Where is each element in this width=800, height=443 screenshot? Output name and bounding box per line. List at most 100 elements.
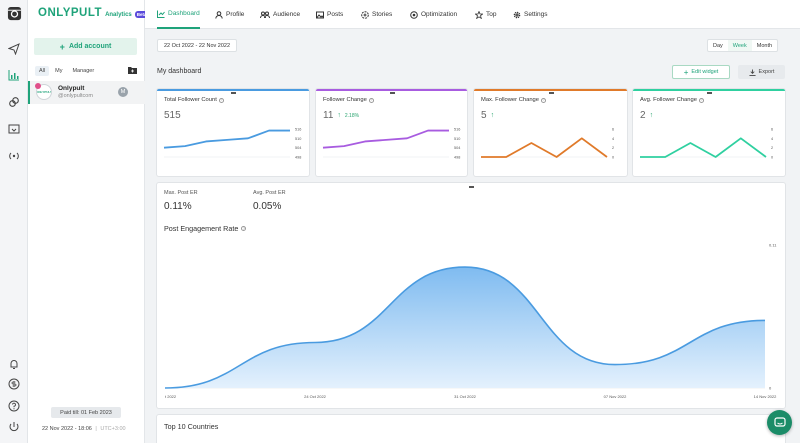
export-button[interactable]: Export — [738, 65, 785, 79]
filter-all[interactable]: All — [35, 66, 50, 76]
x-tick-label: 07 Nov 2022 — [604, 394, 627, 399]
y-tick-label: 2 — [612, 146, 614, 150]
tab-dashboard[interactable]: Dashboard — [157, 0, 200, 29]
widget-color-bar — [474, 89, 627, 91]
drag-handle-icon[interactable] — [548, 92, 554, 94]
sparkline-series — [322, 129, 449, 149]
edit-widget-button[interactable]: + Edit widget — [672, 65, 730, 79]
countries-title: Top 10 Countries — [164, 422, 219, 431]
sparkline-series — [163, 129, 290, 149]
avg-post-er-value: 0.05% — [253, 201, 282, 212]
tab-audience[interactable]: Audience — [260, 0, 300, 29]
period-month[interactable]: Month — [756, 42, 773, 49]
account-list-item[interactable]: ONLYPULT Onlypult @onlypultcom M — [28, 81, 145, 104]
link-icon[interactable] — [7, 95, 21, 109]
y-tick-label: 4 — [612, 137, 614, 141]
widget-color-bar — [633, 89, 785, 91]
help-icon[interactable] — [7, 399, 21, 413]
folder-add-icon[interactable] — [128, 66, 137, 74]
tab-settings[interactable]: Settings — [513, 0, 548, 29]
x-tick-label: t 2022 — [165, 394, 177, 399]
account-sidebar: ONLYPULT Analytics Beta + Add account Al… — [28, 0, 149, 443]
date-range-picker[interactable]: 22 Oct 2022 - 22 Nov 2022 — [157, 39, 237, 52]
period-day[interactable]: Day — [713, 42, 723, 49]
widget-value: 11 ↑ 2.18% — [323, 110, 359, 121]
help-icon[interactable]: ? — [368, 97, 374, 103]
widget-value: 5 ↑ — [481, 110, 494, 121]
inbox-icon[interactable] — [7, 122, 21, 136]
tab-dashboard-label: Dashboard — [168, 10, 200, 17]
help-icon[interactable]: ? — [241, 226, 247, 231]
widget-card: Total Follower Count? 515 516 510 504 498 — [157, 89, 309, 176]
edit-widget-label: Edit widget — [691, 69, 719, 75]
account-name: Onlypult — [58, 85, 85, 92]
y-tick-label: 0 — [771, 156, 773, 160]
paid-till-badge: Paid till: 01 Feb 2023 — [51, 407, 121, 418]
tab-optimization[interactable]: Optimization — [410, 0, 457, 29]
beta-badge: Beta — [134, 11, 149, 18]
tab-top[interactable]: Top — [475, 0, 496, 29]
widget-title: Follower Change? — [323, 97, 374, 103]
help-icon[interactable]: ? — [218, 97, 224, 103]
star-icon — [475, 10, 483, 19]
widget-color-bar — [157, 89, 309, 91]
logout-icon[interactable] — [7, 420, 21, 434]
widget-title-text: Follower Change — [323, 97, 367, 103]
chart-title-text: Post Engagement Rate — [164, 224, 239, 233]
tab-top-label: Top — [486, 11, 497, 18]
plus-icon: + — [59, 41, 65, 52]
add-account-button[interactable]: + Add account — [34, 38, 137, 55]
tab-stories[interactable]: Stories — [361, 0, 392, 29]
y-tick-label: 6 — [612, 128, 614, 132]
tab-posts[interactable]: Posts — [316, 0, 343, 29]
y-tick-label: 0 — [612, 156, 614, 160]
brand-logo: ONLYPULT Analytics Beta — [38, 7, 149, 19]
bell-icon[interactable] — [7, 357, 21, 371]
max-post-er-label: Max. Post ER — [164, 190, 198, 196]
widget-card: Max. Follower Change? 5 ↑ 6 4 2 0 — [474, 89, 627, 176]
filter-manager[interactable]: Manager — [72, 68, 95, 74]
y-tick-label: 516 — [295, 128, 301, 132]
widget-title: Avg. Follower Change? — [640, 97, 704, 103]
drag-handle-icon[interactable] — [469, 186, 474, 188]
help-icon[interactable]: ? — [698, 97, 704, 103]
filter-my[interactable]: My — [55, 68, 63, 74]
send-icon[interactable] — [7, 42, 21, 56]
period-week[interactable]: Week — [727, 40, 752, 51]
broadcast-icon[interactable] — [7, 149, 21, 163]
stories-icon — [361, 10, 369, 19]
y-tick-label: 498 — [454, 156, 460, 160]
chat-button[interactable] — [767, 410, 792, 435]
drag-handle-icon[interactable] — [231, 92, 236, 94]
add-account-label: Add account — [68, 43, 112, 50]
widget-title-text: Total Follower Count — [164, 97, 217, 103]
tab-settings-label: Settings — [524, 11, 548, 18]
sparkline-chart: 6 4 2 0 — [481, 128, 614, 160]
avg-post-er-label: Avg. Post ER — [253, 190, 286, 196]
account-handle: @onlypultcom — [58, 93, 93, 99]
drag-handle-icon[interactable] — [707, 92, 712, 94]
widget-value-text: 515 — [164, 110, 181, 121]
y-tick-label: 504 — [295, 146, 301, 150]
currency-icon[interactable] — [7, 377, 21, 391]
sparkline-chart: 516 510 504 498 — [163, 128, 301, 160]
x-tick-label: 31 Oct 2022 — [454, 394, 477, 399]
tab-profile[interactable]: Profile — [215, 0, 244, 29]
sparkline-series — [481, 137, 608, 158]
countries-card: Top 10 Countries — [157, 415, 785, 443]
users-icon — [260, 11, 270, 18]
drag-handle-icon[interactable] — [389, 92, 395, 94]
y-tick-label: 4 — [771, 137, 773, 141]
widget-title: Max. Follower Change? — [481, 97, 546, 103]
analytics-icon[interactable] — [7, 68, 21, 82]
help-icon[interactable]: ? — [541, 97, 546, 103]
instagram-logo-icon[interactable] — [6, 5, 22, 21]
widget-card: Follower Change? 11 ↑ 2.18% 516 510 504 498 — [316, 89, 467, 176]
area-fill — [165, 267, 765, 388]
icon-rail — [0, 0, 28, 443]
x-tick-label: 24 Oct 2022 — [304, 394, 327, 399]
max-post-er-value: 0.11% — [164, 201, 192, 212]
y-tick-label: 0 — [769, 386, 772, 391]
user-icon — [215, 10, 223, 19]
